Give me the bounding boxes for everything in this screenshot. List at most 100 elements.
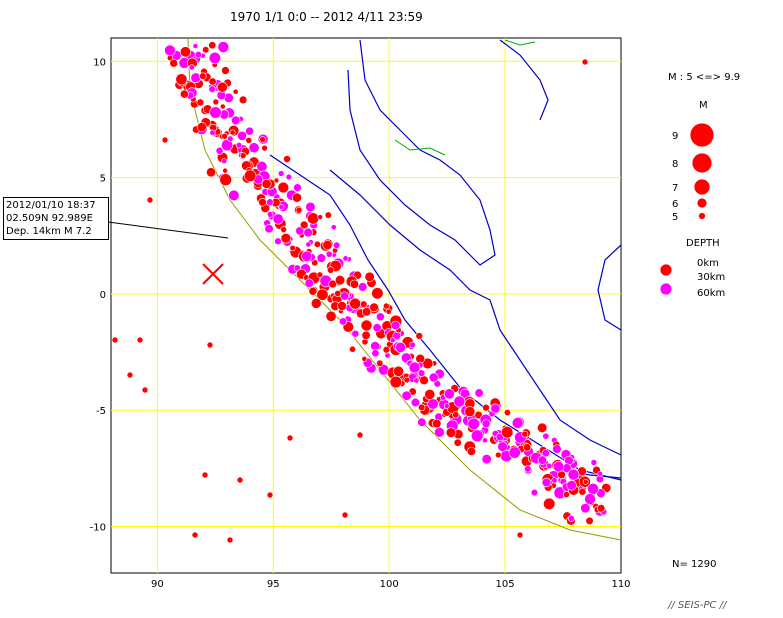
earthquake-dot bbox=[389, 375, 403, 389]
earthquake-dot bbox=[261, 144, 268, 152]
earthquake-dot bbox=[596, 504, 606, 513]
earthquake-dot bbox=[199, 72, 207, 80]
earthquake-dot bbox=[516, 531, 524, 539]
earthquake-dot bbox=[409, 341, 416, 349]
earthquake-dot bbox=[305, 241, 312, 248]
earthquake-dot bbox=[231, 115, 241, 126]
earthquake-dot bbox=[301, 250, 313, 262]
earthquake-dot bbox=[530, 488, 539, 497]
earthquake-dot bbox=[179, 89, 189, 99]
earthquake-dot bbox=[228, 189, 240, 202]
earthquake-dot bbox=[543, 497, 556, 510]
earthquake-dot bbox=[369, 302, 379, 313]
earthquake-dot bbox=[325, 250, 333, 258]
earthquake-dot bbox=[341, 511, 349, 519]
earthquake-dot bbox=[216, 81, 228, 93]
earthquake-dot bbox=[111, 336, 119, 344]
earthquake-dot bbox=[274, 237, 282, 246]
earthquake-dot bbox=[221, 158, 228, 165]
earthquake-dot bbox=[245, 126, 254, 136]
earthquake-dot bbox=[567, 515, 575, 522]
earthquake-dot bbox=[371, 349, 380, 358]
earthquake-dot bbox=[552, 444, 562, 454]
earthquake-dot bbox=[196, 98, 205, 107]
earthquake-dot bbox=[542, 432, 550, 440]
earthquake-dot bbox=[264, 224, 274, 234]
legend-depth-label: 0km bbox=[697, 258, 719, 269]
grid-lines bbox=[111, 38, 621, 573]
earthquake-dot bbox=[481, 419, 491, 429]
earthquake-dot bbox=[322, 240, 333, 251]
earthquake-dot bbox=[248, 142, 260, 154]
earthquake-dot bbox=[445, 427, 457, 438]
earthquake-dot bbox=[313, 240, 321, 248]
earthquake-dot bbox=[424, 389, 436, 400]
earthquake-dot bbox=[567, 468, 580, 481]
earthquake-dot bbox=[266, 198, 274, 206]
earthquake-dot bbox=[222, 167, 228, 174]
earthquake-dot bbox=[215, 146, 224, 155]
earthquake-dot bbox=[376, 312, 385, 322]
earthquake-dot bbox=[508, 446, 521, 459]
earthquake-dot bbox=[580, 503, 591, 514]
legend-magnitude-label: 6 bbox=[672, 199, 678, 210]
earthquake-dot bbox=[136, 336, 144, 344]
earthquake-dot bbox=[584, 493, 596, 505]
earthquake-dot bbox=[192, 43, 199, 49]
earthquake-dot bbox=[235, 142, 243, 149]
earthquake-dot bbox=[541, 449, 550, 458]
earthquake-dot bbox=[443, 403, 450, 409]
legend-magnitude-symbol bbox=[696, 197, 708, 209]
earthquake-dot bbox=[308, 286, 318, 296]
earthquake-dot bbox=[541, 477, 552, 488]
earthquake-dot bbox=[272, 213, 284, 225]
earthquake-dot bbox=[238, 95, 248, 105]
earthquake-dot bbox=[417, 369, 426, 377]
earthquake-dot bbox=[371, 287, 384, 300]
earthquake-dot bbox=[179, 46, 192, 58]
earthquake-dot bbox=[221, 139, 234, 152]
y-tick-label: -10 bbox=[90, 522, 106, 533]
earthquake-dot bbox=[382, 302, 390, 310]
earthquake-dot bbox=[537, 455, 547, 465]
x-tick-label: 110 bbox=[611, 579, 630, 590]
legend-magnitude-symbols: 9 8 7 6 5 bbox=[672, 122, 715, 223]
earthquake-dot bbox=[474, 388, 484, 398]
earthquake-dot bbox=[325, 310, 337, 322]
annotation-depth-mag: Dep. 14km M 7.2 bbox=[6, 226, 92, 237]
earthquake-dot bbox=[259, 136, 266, 143]
earthquake-dot bbox=[419, 375, 429, 386]
legend-magnitude-label: 8 bbox=[672, 159, 678, 170]
earthquake-dot bbox=[384, 352, 391, 359]
legend-magnitude-label: 7 bbox=[672, 183, 678, 194]
earthquake-dot bbox=[581, 58, 589, 66]
earthquake-dot bbox=[201, 471, 209, 479]
earthquake-dot bbox=[410, 397, 420, 408]
earthquake-dot bbox=[208, 51, 221, 65]
earthquake-dot bbox=[372, 323, 382, 333]
earthquake-dot bbox=[190, 72, 202, 84]
earthquake-dot bbox=[277, 181, 290, 194]
earthquake-dot bbox=[361, 307, 372, 317]
earthquake-dot bbox=[330, 224, 337, 231]
earthquake-dot bbox=[304, 278, 314, 288]
earthquake-dot bbox=[280, 226, 287, 233]
earthquake-markers bbox=[111, 41, 612, 544]
earthquake-dot bbox=[334, 275, 346, 286]
legend-depth-deep-symbol bbox=[659, 282, 673, 296]
earthquake-dot bbox=[349, 297, 362, 310]
earthquake-dot bbox=[364, 271, 375, 282]
earthquake-dot bbox=[188, 64, 195, 71]
earthquake-dot bbox=[328, 279, 337, 289]
earthquake-dot bbox=[310, 297, 322, 309]
earthquake-dot bbox=[443, 388, 455, 400]
earthquake-dot bbox=[280, 232, 292, 244]
y-tick-label: 0 bbox=[100, 290, 106, 301]
earthquake-dot bbox=[217, 41, 230, 53]
earthquake-dot bbox=[587, 482, 599, 495]
earthquake-dot bbox=[232, 88, 239, 95]
earthquake-dot bbox=[370, 341, 381, 351]
y-tick-label: -5 bbox=[96, 406, 106, 417]
earthquake-dot bbox=[219, 173, 232, 186]
legend-magnitude-symbol bbox=[698, 212, 706, 220]
